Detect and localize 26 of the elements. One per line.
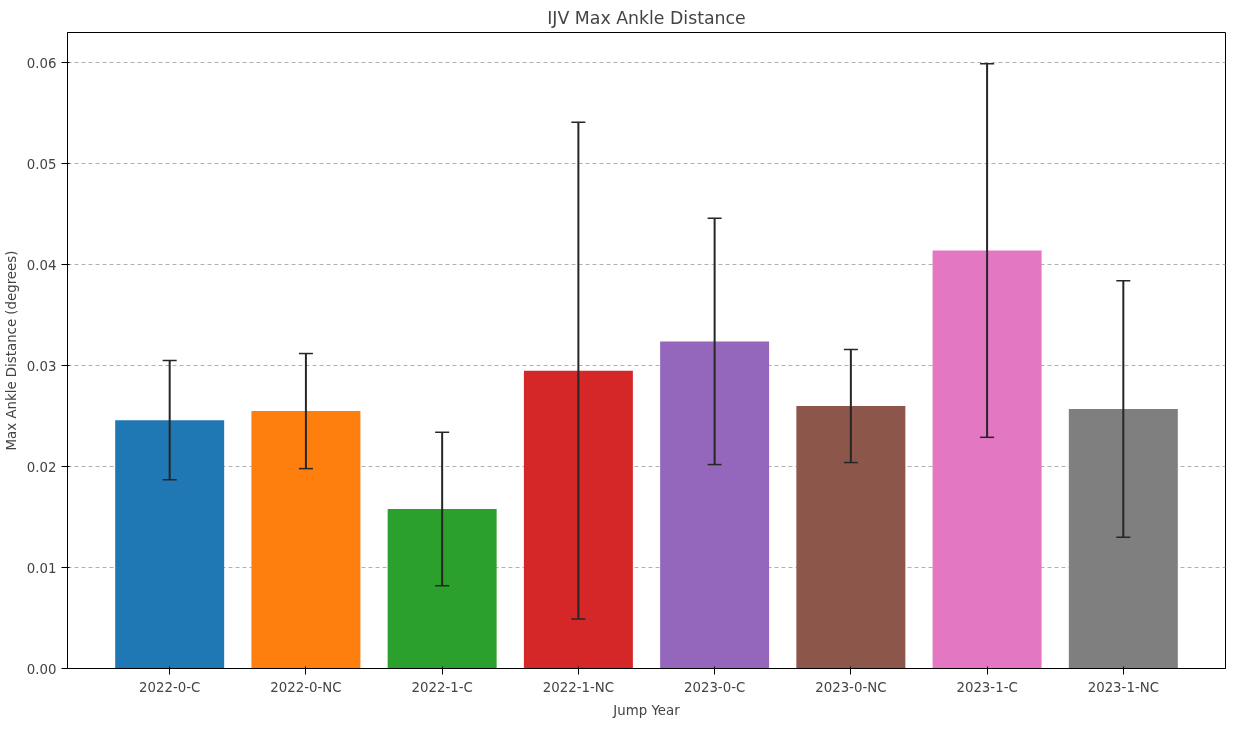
bar [251, 411, 361, 669]
x-tick-label: 2022-0-C [139, 679, 201, 695]
x-tick-label: 2023-1-C [956, 679, 1018, 695]
y-axis-title: Max Ankle Distance (degrees) [3, 250, 19, 451]
bar [523, 370, 633, 669]
x-tick-label: 2023-0-NC [815, 679, 887, 695]
bar [1068, 409, 1178, 669]
y-tick-label: 0.01 [26, 560, 57, 576]
y-tick-label: 0.03 [26, 358, 57, 374]
y-tick-label: 0.02 [26, 459, 57, 475]
bar [660, 341, 770, 669]
y-tick-label: 0.00 [26, 661, 57, 677]
bar [796, 406, 906, 669]
bar [932, 250, 1042, 669]
x-tick-label: 2022-1-C [411, 679, 473, 695]
x-tick-label: 2023-0-C [683, 679, 746, 695]
y-tick-label: 0.06 [26, 55, 57, 71]
x-tick-label: 2023-1-NC [1087, 679, 1159, 695]
y-tick-label: 0.05 [26, 156, 57, 172]
x-axis-title: Jump Year [612, 702, 681, 718]
x-tick-label: 2022-1-NC [542, 679, 615, 695]
chart-title: IJV Max Ankle Distance [547, 7, 746, 28]
bar [387, 509, 497, 669]
bar [115, 420, 225, 669]
x-tick-label: 2022-0-NC [270, 679, 342, 695]
y-tick-label: 0.04 [26, 257, 57, 273]
